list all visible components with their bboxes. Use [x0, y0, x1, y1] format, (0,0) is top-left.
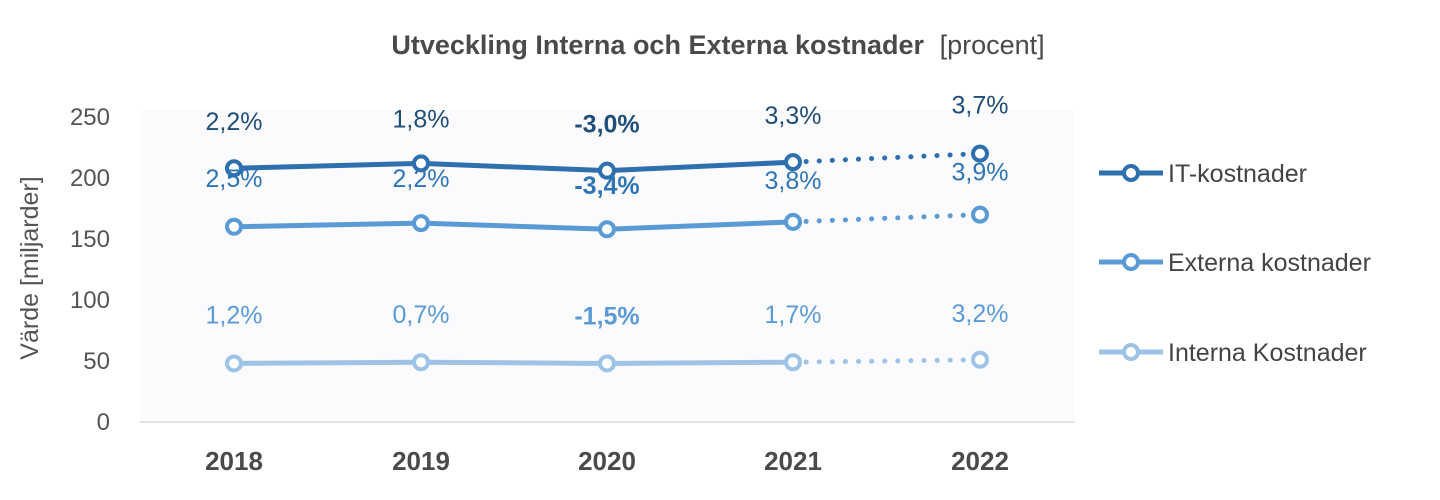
legend-label: Interna Kostnader [1168, 339, 1367, 367]
data-label: 0,7% [393, 301, 450, 329]
chart-title-main: Utveckling Interna och Externa kostnader [391, 30, 924, 60]
y-tick-label: 250 [70, 104, 110, 131]
legend-marker [1122, 343, 1140, 361]
chart-title: Utveckling Interna och Externa kostnader… [391, 30, 1044, 60]
data-point [412, 214, 430, 233]
data-point [225, 159, 243, 178]
series-line-solid [231, 219, 796, 232]
legend-label: IT-kostnader [1168, 160, 1307, 188]
data-point [598, 354, 616, 373]
data-point [598, 161, 616, 180]
data-label: 3,8% [765, 167, 822, 195]
data-point [971, 205, 989, 224]
y-axis-label: Värde [miljarder] [16, 176, 44, 359]
data-point [784, 212, 802, 231]
series-layer [225, 144, 989, 373]
data-label: 1,7% [765, 301, 822, 329]
legend-label: Externa kostnader [1168, 249, 1371, 277]
x-tick-label: 2018 [205, 446, 263, 476]
legend-item: Externa kostnader [1099, 249, 1371, 277]
data-point [225, 217, 243, 236]
data-label: 3,7% [952, 92, 1009, 120]
data-label: 3,3% [765, 102, 822, 130]
y-tick-label: 50 [83, 348, 110, 375]
legend-marker [1122, 253, 1140, 271]
data-label: -3,0% [574, 111, 639, 139]
x-tick-label: 2019 [392, 446, 450, 476]
data-point [784, 353, 802, 372]
y-tick-label: 0 [97, 409, 110, 436]
y-axis-ticks: 0 50 100 150 200 250 [70, 104, 110, 436]
data-point [971, 350, 989, 369]
series-1 [225, 144, 989, 180]
data-label: 2,5% [206, 165, 263, 193]
x-tick-label: 2021 [764, 446, 822, 476]
data-label: 3,9% [952, 159, 1009, 187]
data-label: 2,2% [393, 165, 450, 193]
data-label: 1,2% [206, 301, 263, 329]
series-line-forecast [790, 212, 983, 225]
y-tick-label: 150 [70, 226, 110, 253]
chart-title-suffix: [procent] [940, 30, 1045, 60]
data-label: -3,4% [574, 172, 639, 200]
x-tick-label: 2020 [578, 446, 636, 476]
series-line-forecast [790, 151, 983, 165]
legend: IT-kostnader Externa kostnader Interna Kos… [1099, 160, 1371, 367]
y-tick-label: 200 [70, 165, 110, 192]
x-axis-ticks: 2018 2019 2020 2021 2022 [205, 446, 1009, 476]
data-point [225, 354, 243, 373]
series-3 [225, 350, 989, 373]
legend-marker [1122, 164, 1140, 182]
series-2 [225, 205, 989, 239]
series-line-solid [231, 159, 796, 174]
x-tick-label: 2022 [951, 446, 1009, 476]
data-point [412, 353, 430, 372]
legend-item: Interna Kostnader [1099, 339, 1367, 367]
legend-item: IT-kostnader [1099, 160, 1307, 188]
series-line-forecast [790, 357, 983, 365]
data-label: 1,8% [393, 105, 450, 133]
data-label: 2,2% [206, 108, 263, 136]
data-point [412, 154, 430, 173]
data-point [598, 220, 616, 239]
data-label: 3,2% [952, 300, 1009, 328]
series-line-solid [231, 359, 796, 366]
data-point [784, 153, 802, 172]
y-tick-label: 100 [70, 287, 110, 314]
data-labels: 2,2% 1,8% -3,0% 3,3% 3,7% 2,5% 2,2% -3,4% 3,8% 3,… [206, 92, 1009, 331]
data-label: -1,5% [574, 302, 639, 330]
data-point [971, 144, 989, 163]
